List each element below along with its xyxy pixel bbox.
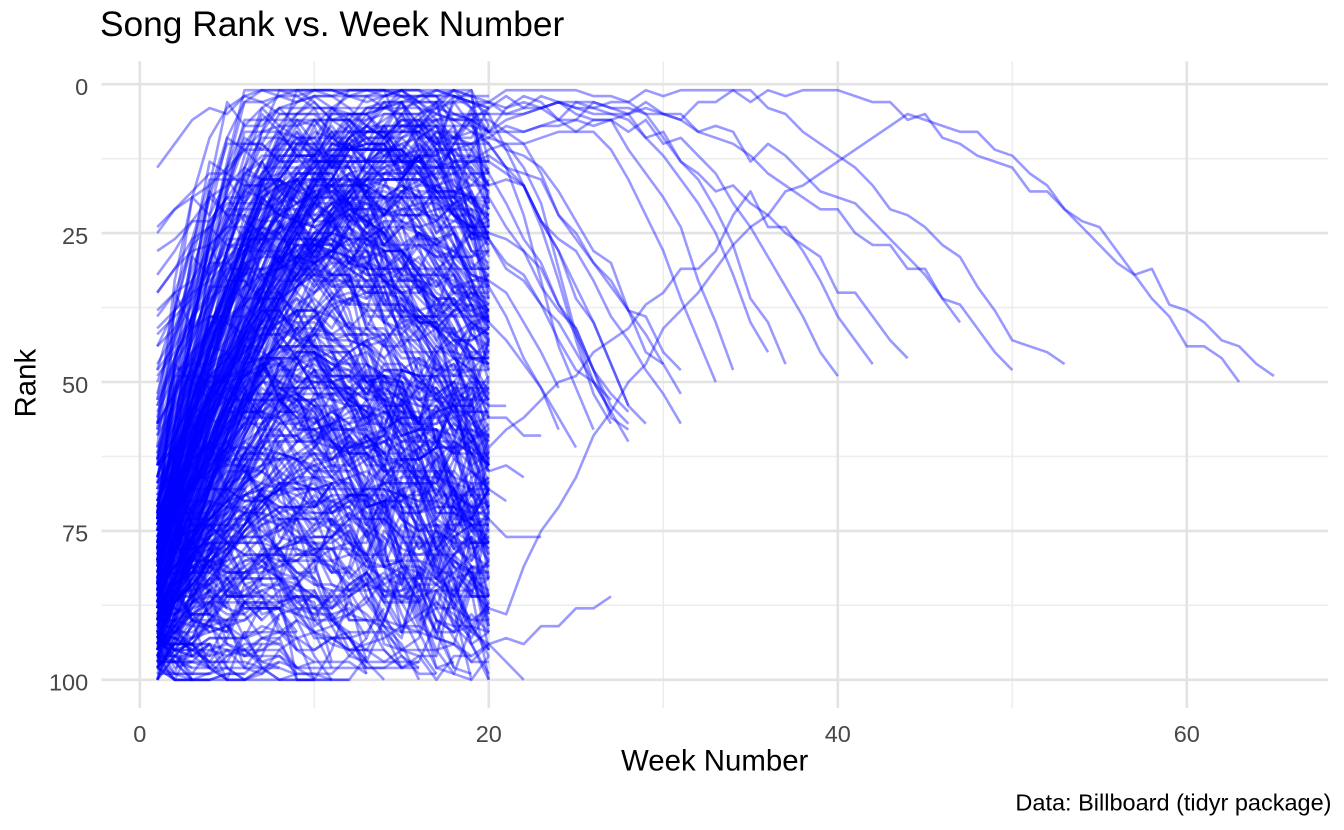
svg-text:25: 25	[62, 223, 88, 249]
svg-text:Week Number: Week Number	[621, 744, 809, 777]
svg-text:40: 40	[825, 721, 851, 747]
svg-text:50: 50	[62, 372, 88, 398]
svg-text:0: 0	[133, 721, 146, 747]
svg-text:20: 20	[476, 721, 502, 747]
svg-text:Data: Billboard (tidyr package: Data: Billboard (tidyr package)	[1015, 789, 1331, 815]
svg-text:100: 100	[49, 670, 88, 696]
svg-text:60: 60	[1174, 721, 1200, 747]
svg-text:75: 75	[62, 521, 88, 547]
svg-text:0: 0	[75, 74, 88, 100]
svg-text:Rank: Rank	[10, 348, 43, 417]
svg-text:Song Rank vs. Week Number: Song Rank vs. Week Number	[100, 5, 565, 44]
